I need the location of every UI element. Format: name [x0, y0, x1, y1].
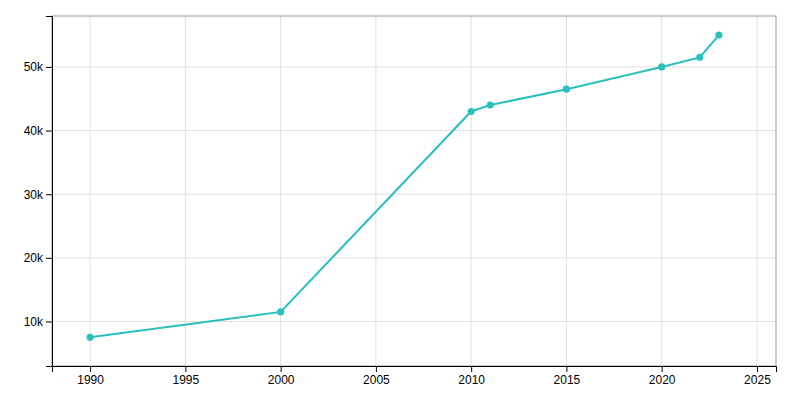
- grid: [52, 16, 776, 366]
- x-tick: 2025: [744, 366, 771, 387]
- chart-container: 1990 1995 2000 2005 2010 2015 2020 2025 10k 20k 30…: [0, 0, 800, 400]
- y-tick-mark: [46, 321, 52, 322]
- x-tick: 1995: [173, 366, 200, 387]
- x-tick-label: 2000: [268, 373, 295, 387]
- y-tick: 30k: [24, 188, 52, 202]
- y-tick-label: 50k: [24, 60, 44, 74]
- y-tick-mark: [46, 258, 52, 259]
- plot-area: [87, 32, 723, 341]
- x-tick: 2005: [363, 366, 390, 387]
- plot-frame: [52, 16, 776, 366]
- x-tick-label: 1995: [173, 373, 200, 387]
- grid-line-x: [375, 16, 376, 366]
- y-tick: 50k: [24, 60, 52, 74]
- y-tick: 20k: [24, 251, 52, 265]
- x-tick-label: 2025: [744, 373, 771, 387]
- y-tick-mark: [46, 131, 52, 132]
- y-axis: 10k 20k 30k 40k 50k: [24, 17, 53, 367]
- grid-line-y: [52, 66, 776, 67]
- x-tick-label: 1990: [77, 373, 104, 387]
- x-tick-mark: [185, 366, 186, 372]
- y-tick-label: 40k: [24, 124, 44, 138]
- x-tick-mark: [757, 366, 758, 372]
- y-tick-mark: [46, 67, 52, 68]
- grid-line-y: [52, 257, 776, 258]
- x-tick: 2015: [554, 366, 581, 387]
- grid-line-y: [52, 130, 776, 131]
- y-axis-line: [46, 17, 53, 367]
- grid-line-y: [52, 194, 776, 195]
- x-tick-mark: [566, 366, 567, 372]
- x-tick-mark: [281, 366, 282, 372]
- x-tick: 1990: [77, 366, 104, 387]
- chart: 1990 1995 2000 2005 2010 2015 2020 2025 10k 20k 30…: [0, 0, 800, 400]
- x-tick-mark: [662, 366, 663, 372]
- line: [90, 35, 719, 337]
- y-tick: 10k: [24, 315, 52, 329]
- point: [87, 334, 94, 341]
- grid-line-x: [566, 16, 567, 366]
- grid-line-x: [90, 16, 91, 366]
- point: [468, 108, 475, 115]
- x-tick-mark: [90, 366, 91, 372]
- y-tick-label: 10k: [24, 315, 44, 329]
- point: [658, 63, 665, 70]
- x-tick: 2000: [268, 366, 295, 387]
- point: [696, 54, 703, 61]
- grid-line-x: [185, 16, 186, 366]
- y-tick-mark: [46, 194, 52, 195]
- x-tick-label: 2020: [649, 373, 676, 387]
- x-tick-label: 2010: [458, 373, 485, 387]
- point: [277, 308, 284, 315]
- y-tick-label: 20k: [24, 251, 44, 265]
- x-tick-mark: [376, 366, 377, 372]
- x-tick: 2020: [649, 366, 676, 387]
- y-tick: 40k: [24, 124, 52, 138]
- grid-line-y: [52, 321, 776, 322]
- point: [487, 102, 494, 109]
- x-tick: 2010: [458, 366, 485, 387]
- x-axis-line: [53, 367, 777, 373]
- x-tick-label: 2005: [363, 373, 390, 387]
- x-axis: 1990 1995 2000 2005 2010 2015 2020 2025: [53, 366, 777, 387]
- point: [715, 32, 722, 39]
- x-tick-label: 2015: [554, 373, 581, 387]
- grid-line-x: [471, 16, 472, 366]
- y-tick-label: 30k: [24, 188, 44, 202]
- x-tick-mark: [471, 366, 472, 372]
- point: [563, 86, 570, 93]
- grid-line-x: [756, 16, 757, 366]
